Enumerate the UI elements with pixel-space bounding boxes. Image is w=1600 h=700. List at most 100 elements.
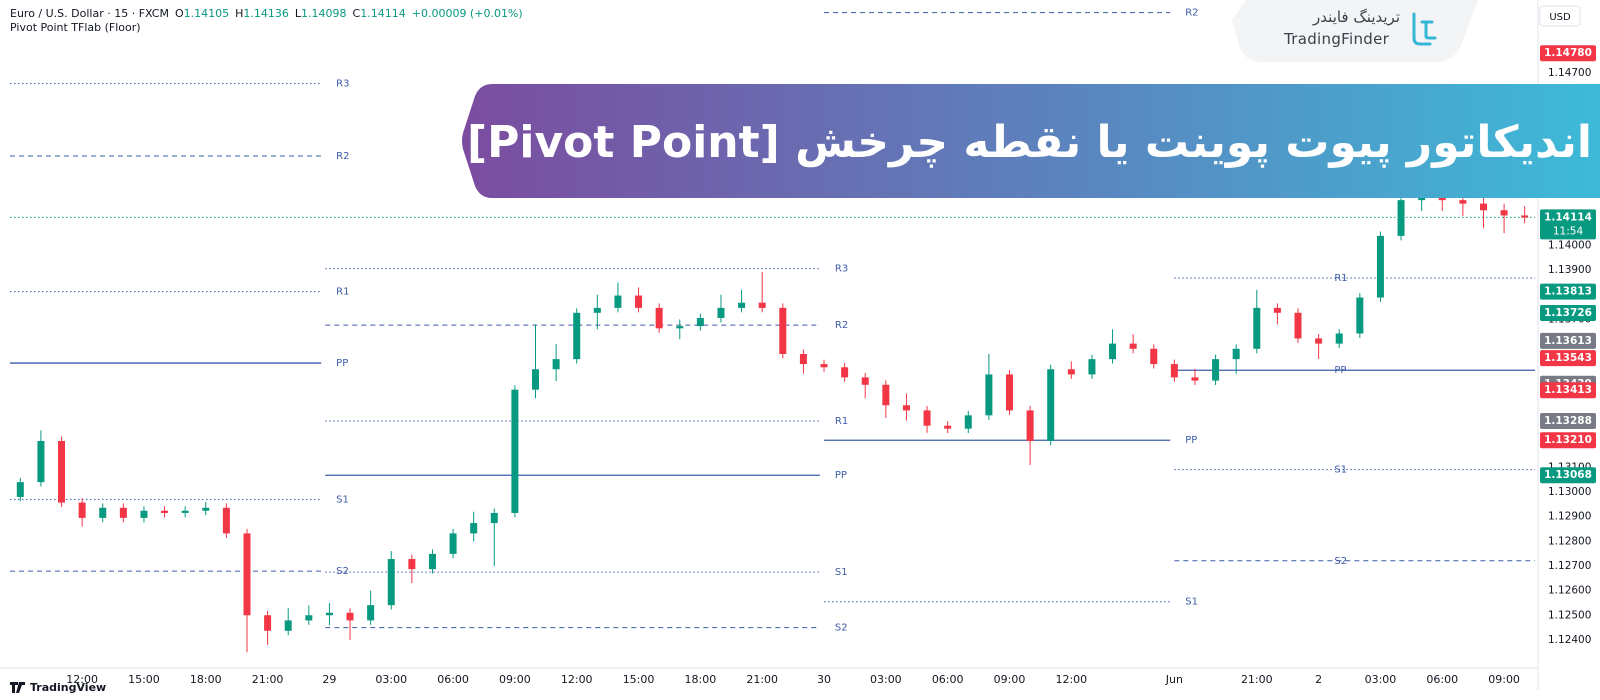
price-badge-label: 1.13543 — [1544, 352, 1592, 364]
price-badge-label: 1.13726 — [1544, 307, 1592, 319]
indicator-name: Pivot Point TFlab (Floor) — [10, 21, 141, 34]
candle-body — [532, 369, 540, 390]
pivot-label: S2 — [1334, 556, 1347, 567]
x-tick-label: 03:00 — [870, 673, 902, 686]
candle-body — [140, 510, 148, 518]
candle-body — [923, 410, 931, 426]
candle-body — [861, 377, 869, 385]
candle-body — [1356, 297, 1364, 334]
x-tick-label: 21:00 — [252, 673, 284, 686]
candle-body — [1170, 364, 1178, 378]
candle-body — [552, 359, 560, 370]
countdown: 11:54 — [1553, 225, 1584, 237]
pivot-label: PP — [336, 358, 348, 369]
candle-body — [573, 312, 581, 360]
x-tick-label: 21:00 — [746, 673, 778, 686]
candle-body — [264, 615, 272, 631]
pivot-label: R1 — [336, 287, 349, 298]
pivot-label: R1 — [1334, 273, 1347, 284]
x-tick-label: 06:00 — [932, 673, 964, 686]
ohlc-key: C — [353, 7, 361, 20]
candle-body — [99, 507, 107, 518]
price-badge-label: 1.13613 — [1544, 335, 1592, 347]
price-badge — [1540, 305, 1596, 322]
candle-body — [1376, 235, 1384, 298]
y-tick-label: 1.12800 — [1548, 535, 1591, 547]
candle-body — [1047, 369, 1055, 441]
x-tick-label: 12:00 — [66, 673, 98, 686]
footer-brand: TradingView — [30, 681, 106, 694]
candle-body — [1067, 369, 1075, 375]
candle-body — [614, 295, 622, 308]
pivot-label: R3 — [835, 264, 848, 275]
pivot-label: PP — [835, 470, 847, 481]
candle-body — [1335, 333, 1343, 344]
price-badge — [1540, 467, 1596, 484]
ohlc-value: 1.14098 — [301, 7, 347, 20]
candle-body — [1253, 307, 1261, 349]
candle-body — [1129, 343, 1137, 349]
x-tick-label: 09:00 — [1488, 673, 1520, 686]
price-badge-label: 1.14780 — [1544, 47, 1592, 59]
price-badge — [1540, 332, 1596, 349]
footer: TradingView — [10, 681, 106, 694]
candle-body — [1294, 312, 1302, 339]
candle-body — [490, 512, 498, 524]
y-tick-label: 1.12500 — [1548, 609, 1591, 621]
candle-body — [696, 317, 704, 327]
candle-body — [284, 620, 292, 631]
candle-body — [820, 364, 828, 368]
x-tick-label: Jun — [1165, 673, 1183, 686]
x-tick-label: 21:00 — [1241, 673, 1273, 686]
candle-body — [305, 615, 313, 621]
ohlc-key: O — [175, 7, 184, 20]
candle-body — [387, 559, 395, 606]
candle-body — [1232, 348, 1240, 360]
candle-body — [655, 307, 663, 329]
pivot-label: S1 — [1185, 597, 1198, 608]
pivot-label: S1 — [336, 494, 349, 505]
ohlc-value: 1.14105 — [184, 7, 230, 20]
candle-body — [408, 559, 416, 570]
price-badge-label: 1.13413 — [1544, 384, 1592, 396]
price-badge — [1540, 413, 1596, 430]
change: +0.00009 (+0.01%) — [412, 7, 523, 20]
x-tick-label: 2 — [1315, 673, 1322, 686]
x-tick-label: 15:00 — [623, 673, 655, 686]
candle-body — [1212, 359, 1220, 381]
ohlc-key: L — [295, 7, 302, 20]
x-tick-label: 30 — [817, 673, 831, 686]
x-tick-label: 06:00 — [437, 673, 469, 686]
candle-body — [1005, 374, 1013, 411]
y-tick-label: 1.14000 — [1548, 240, 1591, 252]
price-badge — [1540, 382, 1596, 399]
x-tick-label: 06:00 — [1426, 673, 1458, 686]
pivot-label: R2 — [336, 151, 349, 162]
candle-body — [367, 605, 375, 621]
x-tick-label: 09:00 — [499, 673, 531, 686]
ohlc-value: 1.14114 — [360, 7, 406, 20]
x-tick-label: 03:00 — [375, 673, 407, 686]
candle-body — [37, 440, 45, 483]
candle-body — [449, 533, 457, 554]
candle-body — [58, 440, 66, 503]
y-tick-label: 1.13900 — [1548, 264, 1591, 276]
price-badge — [1540, 350, 1596, 367]
candle-body — [1109, 343, 1117, 360]
currency: USD — [1549, 12, 1571, 23]
pivot-label: PP — [1185, 435, 1197, 446]
candle-body — [202, 507, 210, 511]
x-tick-label: 12:00 — [1055, 673, 1087, 686]
currency-box — [1539, 5, 1581, 27]
candle-body — [902, 405, 910, 411]
candle-body — [944, 425, 952, 429]
candle-body — [964, 415, 972, 429]
candle-body — [985, 374, 993, 416]
x-tick-label: 29 — [322, 673, 336, 686]
candle-body — [882, 384, 890, 406]
price-badge-label: 1.13813 — [1544, 286, 1592, 298]
last-price-label: 1.14114 — [1544, 211, 1592, 223]
pivot-label: S2 — [835, 623, 848, 634]
candle-body — [841, 367, 849, 378]
